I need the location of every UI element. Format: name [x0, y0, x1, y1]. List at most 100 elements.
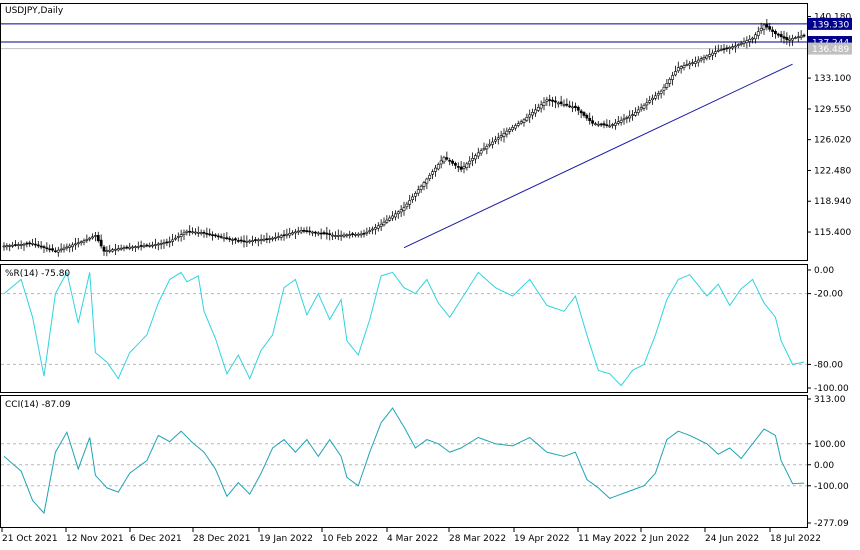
candle-body	[636, 109, 640, 113]
candle-body	[622, 118, 626, 121]
candle-body	[545, 99, 549, 102]
candle-body	[742, 41, 746, 44]
candle-body	[656, 93, 660, 96]
candle-body	[785, 37, 789, 41]
candle-body	[222, 237, 226, 240]
candle-body	[436, 164, 440, 170]
candle-body	[619, 119, 623, 123]
candle-body	[88, 237, 92, 240]
candle-body	[571, 106, 574, 109]
candle-body	[471, 158, 474, 161]
candle-body	[174, 237, 177, 240]
candle-body	[334, 235, 337, 237]
candle-body	[762, 24, 766, 30]
price-tick-label: 126.020	[814, 136, 851, 146]
candle-body	[748, 39, 752, 42]
candle-body	[262, 238, 266, 241]
candle-body	[782, 36, 786, 39]
cci-tick-label: 100.00	[814, 440, 846, 450]
candle-body	[716, 49, 720, 52]
candle-body	[308, 230, 312, 233]
candle-body	[119, 247, 123, 250]
candle-body	[322, 232, 326, 235]
candle-body	[556, 102, 560, 105]
candle-body	[531, 112, 534, 116]
candle-body	[205, 233, 209, 235]
x-tick-label: 21 Oct 2021	[2, 534, 58, 544]
candle-body	[288, 233, 292, 236]
candle-body	[59, 248, 63, 251]
candle-body	[342, 234, 346, 237]
candle-body	[754, 34, 757, 40]
candle-body	[479, 150, 483, 154]
candle-body	[91, 236, 94, 239]
candle-body	[148, 245, 152, 247]
candle-body	[191, 231, 194, 234]
candle-body	[331, 234, 334, 237]
wr-tick-label: 0.00	[814, 266, 834, 276]
candle-body	[151, 244, 154, 247]
candle-body	[468, 160, 472, 165]
x-tick-label: 2 Jun 2022	[641, 534, 689, 544]
x-tick-label: 28 Dec 2021	[193, 534, 251, 544]
candle-body	[365, 231, 369, 234]
candle-body	[116, 248, 120, 251]
candle-body	[425, 178, 429, 184]
candle-body	[371, 228, 374, 231]
candle-body	[768, 26, 772, 30]
candle-body	[39, 245, 43, 248]
candle-body	[602, 123, 606, 126]
candle-body	[348, 234, 352, 236]
candle-body	[442, 156, 446, 163]
candle-body	[659, 90, 663, 94]
candle-body	[551, 99, 554, 102]
candle-body	[576, 106, 580, 111]
candle-body	[502, 133, 506, 137]
candle-body	[405, 203, 409, 208]
candle-body	[376, 225, 380, 229]
candle-body	[439, 160, 443, 165]
wr-line	[3, 270, 805, 387]
candle-body	[739, 42, 743, 45]
candle-body	[662, 86, 666, 91]
cci-tick-label: 0.00	[814, 461, 834, 471]
candle-body	[251, 240, 254, 243]
candle-body	[11, 244, 14, 247]
candle-body	[482, 148, 486, 151]
candle-body	[582, 112, 586, 116]
candle-body	[102, 246, 106, 252]
candle-body	[488, 143, 492, 146]
cci-tick-label: -100.00	[814, 482, 849, 492]
candle-body	[254, 239, 257, 241]
candle-body	[236, 240, 240, 242]
candle-body	[219, 236, 223, 238]
candle-body	[54, 250, 57, 253]
candle-body	[422, 182, 426, 187]
candle-body	[514, 125, 517, 129]
candle-body	[134, 246, 137, 248]
candle-body	[651, 97, 654, 101]
candle-body	[328, 233, 332, 235]
candle-body	[136, 246, 140, 248]
candle-body	[171, 239, 174, 242]
candle-body	[356, 233, 360, 236]
candle-body	[654, 95, 657, 99]
candle-body	[285, 233, 289, 236]
candle-body	[265, 238, 269, 241]
candle-body	[611, 124, 614, 126]
candle-body	[48, 248, 52, 251]
candle-body	[411, 196, 414, 201]
candle-body	[731, 46, 734, 49]
candle-body	[294, 231, 297, 234]
candle-body	[131, 246, 134, 249]
candle-body	[588, 117, 592, 121]
candle-body	[314, 231, 317, 234]
candle-body	[719, 49, 723, 51]
candle-body	[165, 241, 169, 244]
candle-body	[211, 234, 214, 236]
candle-body	[734, 45, 737, 48]
candle-body	[645, 102, 649, 106]
candle-body	[685, 64, 689, 66]
candle-body	[542, 102, 546, 106]
